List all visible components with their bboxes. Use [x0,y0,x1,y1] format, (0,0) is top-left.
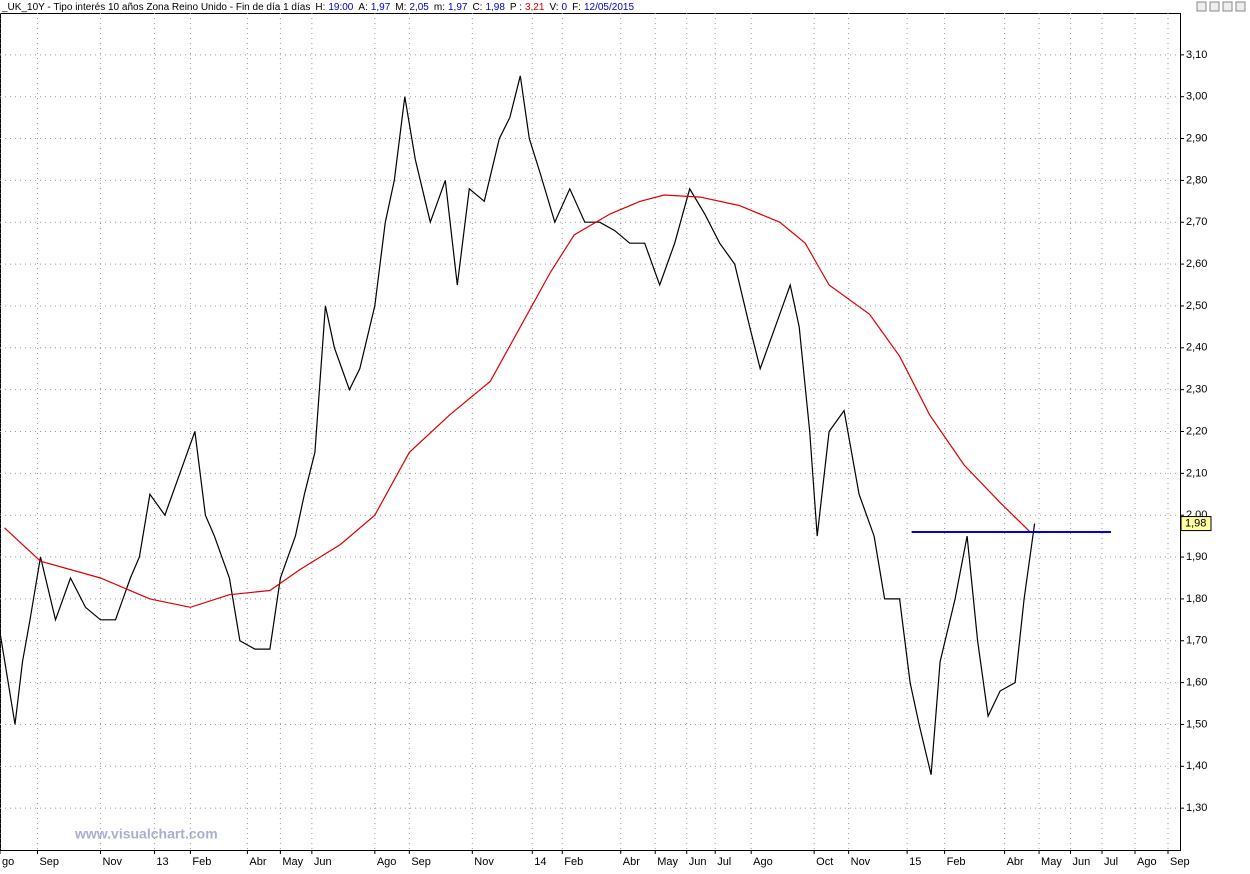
x-tick-label: Oct [816,856,833,868]
header-label: F: [572,2,581,13]
x-tick-label: Abr [1007,856,1024,868]
header-value: 12/05/2015 [584,2,634,13]
x-tick-label: May [282,856,303,868]
y-tick-label: 2,30 [1186,384,1207,396]
x-tick-label: Sep [39,856,59,868]
x-tick-label: Feb [192,856,211,868]
x-tick-label: 13 [156,856,168,868]
series-line [0,75,1036,775]
x-tick-label: May [1041,856,1062,868]
x-tick-label: go [2,856,14,868]
header-label: C: [472,2,482,13]
header-value: 0 [562,2,568,13]
y-tick-label: 3,00 [1186,91,1207,103]
x-tick-label: May [657,856,678,868]
y-tick-label: 1,30 [1186,802,1207,814]
y-tick-label: 2,50 [1186,300,1207,312]
y-tick-label: 1,50 [1186,718,1207,730]
y-tick-label: 1,90 [1186,551,1207,563]
header-label: V: [549,2,558,13]
button[interactable] [1222,1,1233,12]
header-value: 3,21 [525,2,545,13]
y-tick-label: 1,60 [1186,677,1207,689]
button[interactable] [1209,1,1220,12]
chart-title: _UK_10Y - Tipo interés 10 años Zona Rein… [1,2,310,13]
button[interactable] [1235,1,1246,12]
x-tick-label: Nov [102,856,122,868]
x-tick-label: Nov [474,856,494,868]
y-tick-label: 2,90 [1186,132,1207,144]
x-tick-label: 15 [909,856,921,868]
last-value-box [1180,516,1212,532]
x-tick-label: Jul [717,856,731,868]
x-tick-label: Abr [249,856,266,868]
x-tick-label: Jun [689,856,707,868]
header-label: P : [510,2,522,13]
y-tick-label: 2,10 [1186,467,1207,479]
watermark: www.visualchart.com [74,826,218,842]
x-tick-label: Ago [1137,856,1157,868]
y-tick-label: 2,80 [1186,174,1207,186]
y-tick-label: 1,40 [1186,760,1207,772]
x-tick-label: Ago [753,856,773,868]
header-value: 1,97 [448,2,468,13]
header: _UK_10Y - Tipo interés 10 años Zona Rein… [1,2,634,13]
x-tick-label: Abr [623,856,640,868]
header-value: 2,05 [409,2,429,13]
header-value: 1,97 [371,2,391,13]
x-tick-label: Sep [1170,856,1190,868]
x-tick-label: Feb [564,856,583,868]
y-tick-label: 2,60 [1186,258,1207,270]
last-value-label: 1,98 [1185,517,1206,529]
x-tick-label: Nov [851,856,871,868]
x-tick-label: Feb [947,856,966,868]
x-tick-label: Jul [1104,856,1118,868]
x-tick-label: Ago [377,856,397,868]
x-tick-label: Jun [1073,856,1091,868]
x-tick-label: 14 [534,856,546,868]
y-tick-label: 2,20 [1186,425,1207,437]
header-label: A: [358,2,367,13]
x-tick-label: Jun [314,856,332,868]
y-tick-label: 2,70 [1186,216,1207,228]
header-value: 1,98 [485,2,505,13]
x-tick-label: Sep [411,856,431,868]
series-line [4,194,1031,608]
window-buttons[interactable] [1196,1,1246,12]
y-tick-label: 2,40 [1186,342,1207,354]
header-label: m: [434,2,445,13]
y-tick-label: 1,80 [1186,593,1207,605]
header-label: H: [315,2,325,13]
button[interactable] [1196,1,1207,12]
header-value: 19:00 [328,2,353,13]
y-tick-label: 3,10 [1186,49,1207,61]
header-label: M: [395,2,406,13]
y-tick-label: 1,70 [1186,635,1207,647]
